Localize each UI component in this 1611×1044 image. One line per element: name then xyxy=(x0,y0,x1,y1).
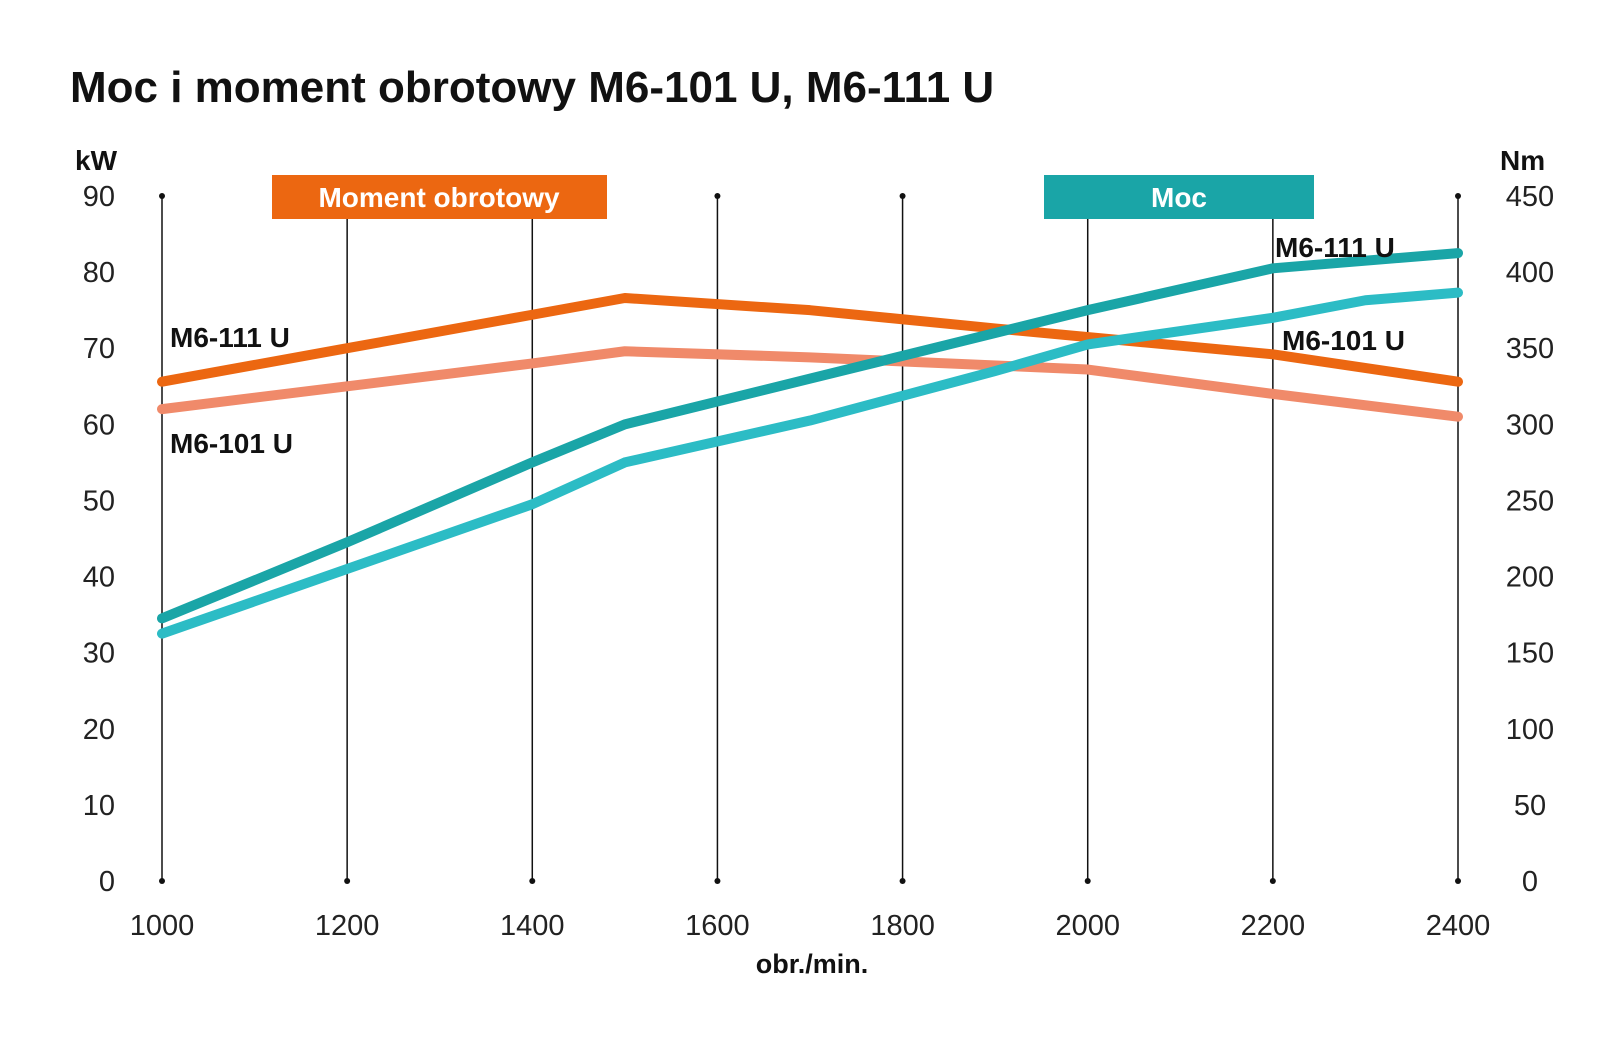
y-left-tick-70: 70 xyxy=(83,333,115,365)
legend-torque: Moment obrotowy xyxy=(272,175,607,219)
legend-power: Moc xyxy=(1044,175,1314,219)
grid-dot-top-2400 xyxy=(1455,193,1461,199)
y-right-tick-200: 200 xyxy=(1506,562,1554,594)
label-power-m6-111u: M6-111 U xyxy=(1275,232,1395,263)
series-line-moment-obrotowy-m6-101-u xyxy=(157,346,1463,422)
y-left-tick-60: 60 xyxy=(83,409,115,441)
x-tick-2000: 2000 xyxy=(1055,910,1120,942)
y-left-tick-10: 10 xyxy=(83,790,115,822)
series-line-moc-m6-101-u xyxy=(157,287,1463,639)
x-tick-1000: 1000 xyxy=(130,910,195,942)
series-line-moc-m6-111-u xyxy=(157,248,1463,624)
y-right-tick-100: 100 xyxy=(1506,714,1554,746)
y-left-tick-0: 0 xyxy=(99,866,115,898)
x-axis-ticks: 1000 1200 1400 1600 1800 2000 2200 2400 xyxy=(130,910,1491,942)
x-tick-2400: 2400 xyxy=(1426,910,1491,942)
grid-dot-bottom-1200 xyxy=(344,878,351,884)
y-left-tick-50: 50 xyxy=(83,485,115,517)
right-axis-unit: Nm xyxy=(1500,145,1545,176)
y-left-tick-40: 40 xyxy=(83,562,115,594)
y-right-tick-450: 450 xyxy=(1506,181,1554,213)
grid-dot-top-1800 xyxy=(899,193,906,199)
grid-dot-bottom-1600 xyxy=(714,878,721,884)
x-tick-1600: 1600 xyxy=(685,910,750,942)
y-right-tick-400: 400 xyxy=(1506,257,1554,289)
y-left-tick-20: 20 xyxy=(83,714,115,746)
x-axis-label: obr./min. xyxy=(756,949,869,979)
chart-title: Moc i moment obrotowy M6-101 U, M6-111 U xyxy=(70,63,994,112)
series-line-moment-obrotowy-m6-111-u xyxy=(157,292,1463,387)
x-tick-1800: 1800 xyxy=(870,910,935,942)
legend-power-label: Moc xyxy=(1151,182,1207,213)
y-right-tick-300: 300 xyxy=(1506,409,1554,441)
legend-torque-swatch xyxy=(272,175,607,219)
legend-power-swatch xyxy=(1044,175,1314,219)
x-tick-1400: 1400 xyxy=(500,910,565,942)
left-axis-unit: kW xyxy=(75,145,118,176)
y-left-tick-90: 90 xyxy=(83,181,115,213)
x-tick-1200: 1200 xyxy=(315,910,380,942)
label-power-m6-101u: M6-101 U xyxy=(1282,325,1405,356)
label-torque-m6-111u: M6-111 U xyxy=(170,322,290,353)
grid-dot-top-1600 xyxy=(714,193,721,199)
y-right-tick-150: 150 xyxy=(1506,638,1554,670)
grid-dot-bottom-1400 xyxy=(529,878,536,884)
y-right-tick-0: 0 xyxy=(1522,866,1538,898)
grid-dot-bottom-2000 xyxy=(1084,878,1091,884)
series-lines xyxy=(157,248,1463,639)
grid-dot-top-1000 xyxy=(159,193,165,199)
y-right-tick-50: 50 xyxy=(1514,790,1546,822)
x-tick-2200: 2200 xyxy=(1241,910,1306,942)
grid-dot-bottom-2400 xyxy=(1455,878,1461,884)
left-axis-ticks: 0 10 20 30 40 50 60 70 80 90 xyxy=(83,181,115,898)
y-right-tick-350: 350 xyxy=(1506,333,1554,365)
y-right-tick-250: 250 xyxy=(1506,485,1554,517)
y-left-tick-30: 30 xyxy=(83,638,115,670)
grid-dot-bottom-1800 xyxy=(899,878,906,884)
grid-dot-bottom-1000 xyxy=(159,878,165,884)
y-left-tick-80: 80 xyxy=(83,257,115,289)
label-torque-m6-101u: M6-101 U xyxy=(170,428,293,459)
grid-dot-bottom-2200 xyxy=(1269,878,1276,884)
right-axis-ticks: 0 50 100 150 200 250 300 350 400 450 xyxy=(1506,181,1554,898)
legend-torque-label: Moment obrotowy xyxy=(318,182,560,213)
